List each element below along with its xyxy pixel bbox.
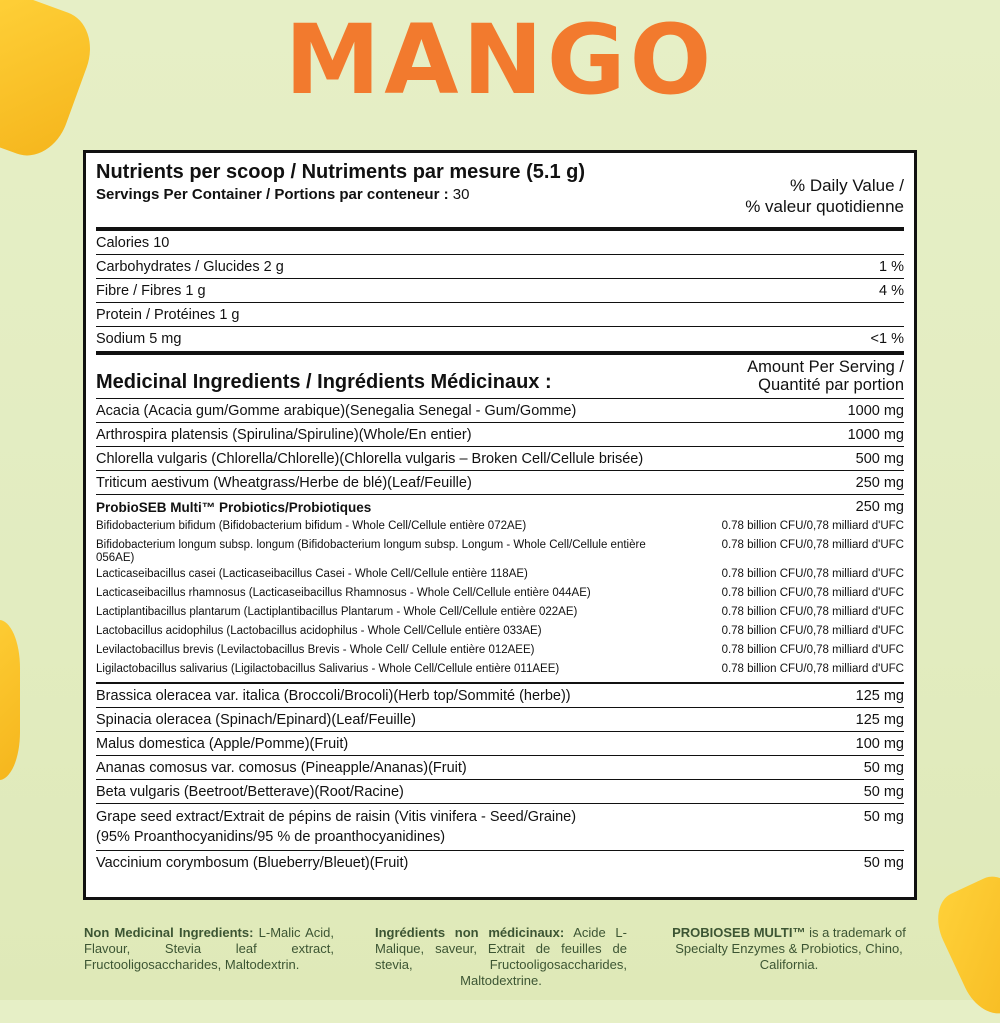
item-name: Ananas comosus var. comosus (Pineapple/A…	[96, 759, 467, 776]
item-amount: 50 mg	[863, 783, 904, 800]
item-name: Triticum aestivum (Wheatgrass/Herbe de b…	[96, 474, 472, 491]
probiotic-row: Lacticaseibacillus rhamnosus (Lacticasei…	[96, 584, 904, 603]
non-medicinal-en: Non Medicinal Ingredients: L-Malic Acid,…	[84, 925, 334, 972]
probiotic-row: Bifidobacterium bifidum (Bifidobacterium…	[96, 517, 904, 536]
nutrient-row: Carbohydrates / Glucides 2 g 1 %	[96, 255, 904, 279]
item-name: Protein / Protéines 1 g	[96, 306, 240, 323]
non-medicinal-fr: Ingrédients non médicinaux: Acide L-Mali…	[375, 925, 627, 988]
probiotics-title: ProbioSEB Multi™ Probiotics/Probiotiques	[96, 499, 372, 515]
item-name: Vaccinium corymbosum (Blueberry/Bleuet)(…	[96, 855, 409, 871]
ingredient-row: Ananas comosus var. comosus (Pineapple/A…	[96, 756, 904, 780]
item-amount: 50 mg	[863, 855, 904, 871]
probiotic-row: Lactiplantibacillus plantarum (Lactiplan…	[96, 603, 904, 622]
ingredient-row: Beta vulgaris (Beetroot/Betterave)(Root/…	[96, 780, 904, 804]
item-name: Lactobacillus acidophilus (Lactobacillus…	[96, 625, 542, 637]
nutrient-row: Protein / Protéines 1 g	[96, 303, 904, 327]
item-amount: 1000 mg	[847, 426, 904, 443]
item-name: Brassica oleracea var. italica (Broccoli…	[96, 687, 571, 704]
flavor-title: MANGO	[284, 4, 716, 116]
probiotics-amount: 250 mg	[855, 499, 904, 515]
item-amount: 0.78 billion CFU/0,78 milliard d'UFC	[721, 644, 904, 656]
probiotic-row: Levilactobacillus brevis (Levilactobacil…	[96, 641, 904, 660]
item-name: Lacticaseibacillus casei (Lacticaseibaci…	[96, 568, 528, 580]
item-name: Fibre / Fibres 1 g	[96, 282, 206, 299]
item-amount: 1 %	[879, 258, 904, 275]
nutrients-per-scoop: Nutrients per scoop / Nutriments par mes…	[96, 161, 585, 183]
item-amount: 125 mg	[855, 711, 904, 728]
item-amount: 125 mg	[855, 687, 904, 704]
ingredient-row: Chlorella vulgaris (Chlorella/Chlorelle)…	[96, 447, 904, 471]
ingredient-row: Grape seed extract/Extrait de pépins de …	[96, 804, 904, 851]
item-name: Grape seed extract/Extrait de pépins de …	[96, 809, 577, 825]
probiotic-row: Lacticaseibacillus casei (Lacticaseibaci…	[96, 565, 904, 584]
item-amount: 0.78 billion CFU/0,78 milliard d'UFC	[721, 568, 904, 580]
item-name: Malus domestica (Apple/Pomme)(Fruit)	[96, 735, 349, 752]
item-amount: 100 mg	[855, 735, 904, 752]
ingredient-row: Spinacia oleracea (Spinach/Epinard)(Leaf…	[96, 708, 904, 732]
item-name: Ligilactobacillus salivarius (Ligilactob…	[96, 663, 560, 675]
servings-per-container: Servings Per Container / Portions par co…	[96, 186, 470, 203]
item-amount: 1000 mg	[847, 402, 904, 419]
item-name-continued: (95% Proanthocyanidins/95 % de proanthoc…	[96, 829, 446, 845]
item-name: Spinacia oleracea (Spinach/Epinard)(Leaf…	[96, 711, 416, 728]
item-name: Acacia (Acacia gum/Gomme arabique)(Seneg…	[96, 402, 577, 419]
item-name: Chlorella vulgaris (Chlorella/Chlorelle)…	[96, 450, 644, 467]
mango-slice-decoration	[0, 620, 20, 780]
nutrient-row: Calories 10	[96, 231, 904, 255]
item-amount: 0.78 billion CFU/0,78 milliard d'UFC	[721, 520, 904, 532]
item-amount: 0.78 billion CFU/0,78 milliard d'UFC	[721, 625, 904, 637]
item-amount: 4 %	[879, 282, 904, 299]
item-amount: 500 mg	[855, 450, 904, 467]
trademark-note: PROBIOSEB MULTI™ is a trademark of Speci…	[672, 925, 906, 972]
probiotic-row: Lactobacillus acidophilus (Lactobacillus…	[96, 622, 904, 641]
nutrient-row: Fibre / Fibres 1 g 4 %	[96, 279, 904, 303]
item-amount: 50 mg	[863, 809, 904, 825]
medicinal-title: Medicinal Ingredients / Ingrédients Médi…	[96, 371, 552, 393]
nutrient-row: Sodium 5 mg <1 %	[96, 327, 904, 351]
item-amount: 0.78 billion CFU/0,78 milliard d'UFC	[721, 663, 904, 675]
daily-value-heading: % Daily Value /% valeur quotidienne	[745, 176, 904, 216]
probiotics-section: ProbioSEB Multi™ Probiotics/Probiotiques…	[96, 495, 904, 684]
ingredient-row: Acacia (Acacia gum/Gomme arabique)(Seneg…	[96, 399, 904, 423]
item-name: Arthrospira platensis (Spirulina/Spiruli…	[96, 426, 472, 443]
amount-heading: Amount Per Serving / Quantité par portion	[747, 358, 904, 394]
item-name: Beta vulgaris (Beetroot/Betterave)(Root/…	[96, 783, 404, 800]
ingredient-row: Arthrospira platensis (Spirulina/Spiruli…	[96, 423, 904, 447]
ingredient-row: Brassica oleracea var. italica (Broccoli…	[96, 684, 904, 708]
item-name: Levilactobacillus brevis (Levilactobacil…	[96, 644, 535, 656]
item-name: Lacticaseibacillus rhamnosus (Lacticasei…	[96, 587, 591, 599]
table-header: Nutrients per scoop / Nutriments par mes…	[96, 153, 904, 227]
item-name: Lactiplantibacillus plantarum (Lactiplan…	[96, 606, 578, 618]
item-name: Sodium 5 mg	[96, 331, 182, 347]
item-amount: <1 %	[870, 331, 904, 347]
item-amount: 0.78 billion CFU/0,78 milliard d'UFC	[721, 587, 904, 599]
nutrition-facts-table: Nutrients per scoop / Nutriments par mes…	[83, 150, 917, 900]
medicinal-header: Medicinal Ingredients / Ingrédients Médi…	[96, 355, 904, 399]
item-amount: 50 mg	[863, 759, 904, 776]
item-amount: 250 mg	[855, 474, 904, 491]
item-name: Bifidobacterium longum subsp. longum (Bi…	[96, 539, 646, 564]
item-amount: 0.78 billion CFU/0,78 milliard d'UFC	[721, 606, 904, 618]
item-name: Carbohydrates / Glucides 2 g	[96, 258, 284, 275]
item-name: Calories 10	[96, 234, 170, 251]
probiotic-row: Bifidobacterium longum subsp. longum (Bi…	[96, 536, 904, 565]
ingredient-row: Vaccinium corymbosum (Blueberry/Bleuet)(…	[96, 851, 904, 875]
ingredient-row: Triticum aestivum (Wheatgrass/Herbe de b…	[96, 471, 904, 495]
ingredient-row: Malus domestica (Apple/Pomme)(Fruit) 100 …	[96, 732, 904, 756]
item-amount: 0.78 billion CFU/0,78 milliard d'UFC	[721, 539, 904, 551]
item-name: Bifidobacterium bifidum (Bifidobacterium…	[96, 520, 527, 532]
probiotic-row: Ligilactobacillus salivarius (Ligilactob…	[96, 660, 904, 679]
